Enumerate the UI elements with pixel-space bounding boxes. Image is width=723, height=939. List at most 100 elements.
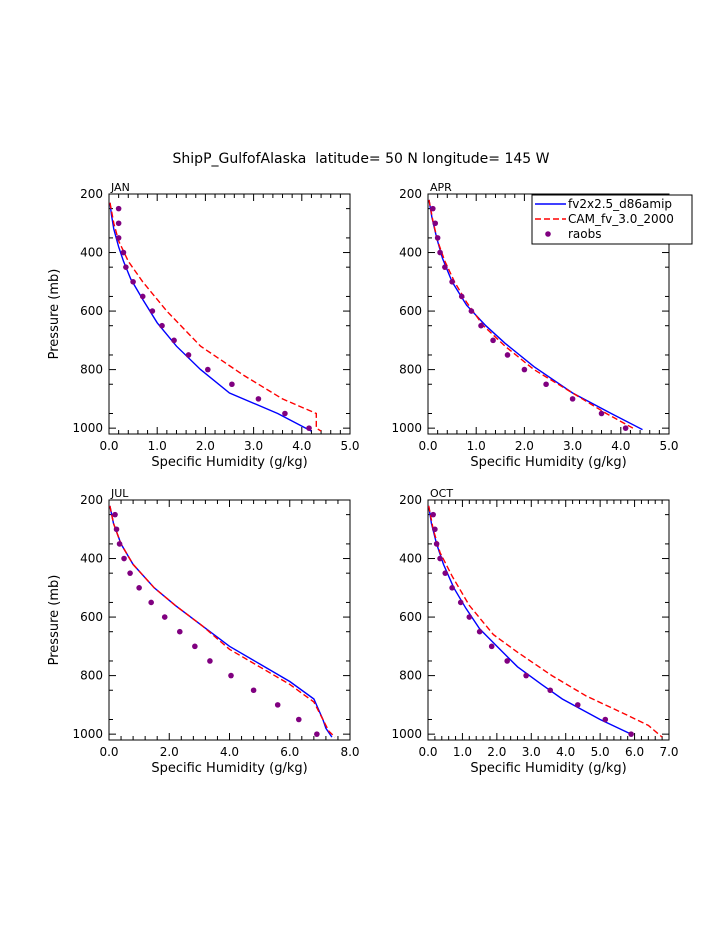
figure-title: ShipP_GulfofAlaska latitude= 50 N longit… (173, 151, 550, 167)
x-tick-label: 4.0 (292, 439, 311, 453)
plot-frame (108, 499, 351, 741)
data-point-raobs (442, 570, 449, 576)
data-point-raobs (115, 220, 122, 227)
data-point-raobs (523, 672, 529, 679)
series-group (428, 505, 663, 738)
data-point-raobs (504, 352, 511, 358)
data-point-raobs (521, 366, 528, 373)
data-point-raobs (113, 526, 120, 533)
y-tick-label: 800 (399, 669, 422, 683)
series-line-cam-fv-3-0-2000 (109, 202, 322, 432)
x-tick-label: 2.0 (196, 439, 215, 453)
x-axis-label: Specific Humidity (g/kg) (151, 455, 307, 470)
y-tick-label: 1000 (391, 421, 422, 435)
legend-marker-raobs (545, 231, 551, 237)
x-axis-label: Specific Humidity (g/kg) (470, 761, 626, 776)
x-tick-label: 7.0 (659, 745, 678, 759)
y-tick-label: 200 (399, 187, 422, 201)
data-point-raobs (205, 366, 211, 373)
data-point-raobs (255, 396, 262, 402)
data-point-raobs (543, 381, 549, 388)
x-axis-label: Specific Humidity (g/kg) (470, 455, 626, 470)
data-point-raobs (115, 235, 122, 241)
x-tick-label: 0.0 (99, 439, 118, 453)
y-axis-label: Pressure (mb) (47, 575, 62, 666)
y-tick-label: 200 (80, 187, 103, 201)
data-point-raobs (274, 702, 281, 708)
data-point-raobs (123, 264, 129, 270)
x-tick-label: 4.0 (220, 745, 239, 759)
data-point-raobs (229, 381, 235, 388)
data-point-raobs (449, 279, 455, 285)
data-point-raobs (185, 352, 192, 358)
data-point-raobs (430, 205, 436, 212)
series-line-fv2x2-5-d86amip (109, 202, 312, 432)
data-point-raobs (295, 716, 302, 723)
x-tick-label: 0.0 (418, 745, 437, 759)
y-tick-label: 400 (399, 552, 422, 566)
data-point-raobs (449, 585, 455, 591)
data-point-raobs (314, 731, 320, 737)
plot-frame (427, 499, 670, 741)
series-line-cam-fv-3-0-2000 (109, 505, 336, 738)
data-point-raobs (602, 716, 609, 723)
x-tick-label: 3.0 (563, 439, 582, 453)
y-tick-label: 400 (80, 246, 103, 260)
x-tick-label: 1.0 (467, 439, 486, 453)
y-tick-label: 400 (80, 552, 103, 566)
data-point-raobs (159, 322, 165, 329)
data-point-raobs (116, 541, 123, 547)
data-point-raobs (207, 658, 213, 664)
series-line-cam-fv-3-0-2000 (428, 505, 663, 738)
data-point-raobs (622, 425, 629, 431)
x-tick-label: 1.0 (148, 439, 167, 453)
data-point-raobs (250, 687, 257, 694)
data-point-raobs (139, 293, 146, 300)
x-tick-label: 2.0 (487, 745, 506, 759)
x-tick-label: 1.0 (453, 745, 472, 759)
data-point-raobs (120, 249, 127, 256)
data-point-raobs (171, 337, 177, 344)
data-point-raobs (504, 658, 510, 664)
x-tick-label: 5.0 (591, 745, 610, 759)
y-tick-label: 1000 (391, 727, 422, 741)
series-group (109, 505, 336, 738)
panel-apr: 0.0 1.0 2.0 3.0 4.0 5.0 200 400 600 800 1000 APR Spe… (391, 181, 678, 470)
data-point-raobs (115, 205, 122, 212)
x-tick-label: 4.0 (556, 745, 575, 759)
data-point-raobs (432, 220, 439, 227)
data-point-raobs (628, 731, 634, 737)
x-tick-label: 0.0 (418, 439, 437, 453)
data-point-raobs (149, 308, 156, 314)
data-point-raobs (176, 628, 183, 635)
data-point-raobs (282, 410, 288, 417)
y-tick-label: 600 (80, 304, 103, 318)
data-point-raobs (136, 585, 142, 591)
y-tick-label: 600 (399, 610, 422, 624)
x-tick-label: 3.0 (522, 745, 541, 759)
data-point-raobs (442, 264, 448, 270)
data-point-raobs (112, 511, 118, 518)
data-point-raobs (468, 308, 475, 314)
series-group (428, 199, 643, 431)
data-point-raobs (433, 541, 440, 547)
x-tick-label: 2.0 (160, 745, 179, 759)
y-tick-label: 800 (80, 669, 103, 683)
data-point-raobs (434, 235, 441, 241)
panels: 0.0 1.0 2.0 3.0 4.0 5.0 200 400 600 800 1000 JAN Spe… (47, 181, 679, 776)
panel-label: OCT (430, 487, 453, 500)
panel-label: JUL (110, 487, 129, 500)
data-point-raobs (598, 410, 605, 417)
y-tick-label: 200 (399, 493, 422, 507)
plot-frame (427, 193, 670, 435)
data-point-raobs (476, 628, 483, 635)
data-point-raobs (228, 672, 234, 679)
y-tick-label: 800 (399, 363, 422, 377)
x-tick-label: 3.0 (244, 439, 263, 453)
data-point-raobs (458, 293, 465, 300)
y-tick-label: 200 (80, 493, 103, 507)
panel-oct: 0.0 1.0 2.0 3.0 4.0 5.0 6.0 7.0 200 400 600 800 1000… (391, 487, 678, 776)
x-tick-label: 8.0 (340, 745, 359, 759)
